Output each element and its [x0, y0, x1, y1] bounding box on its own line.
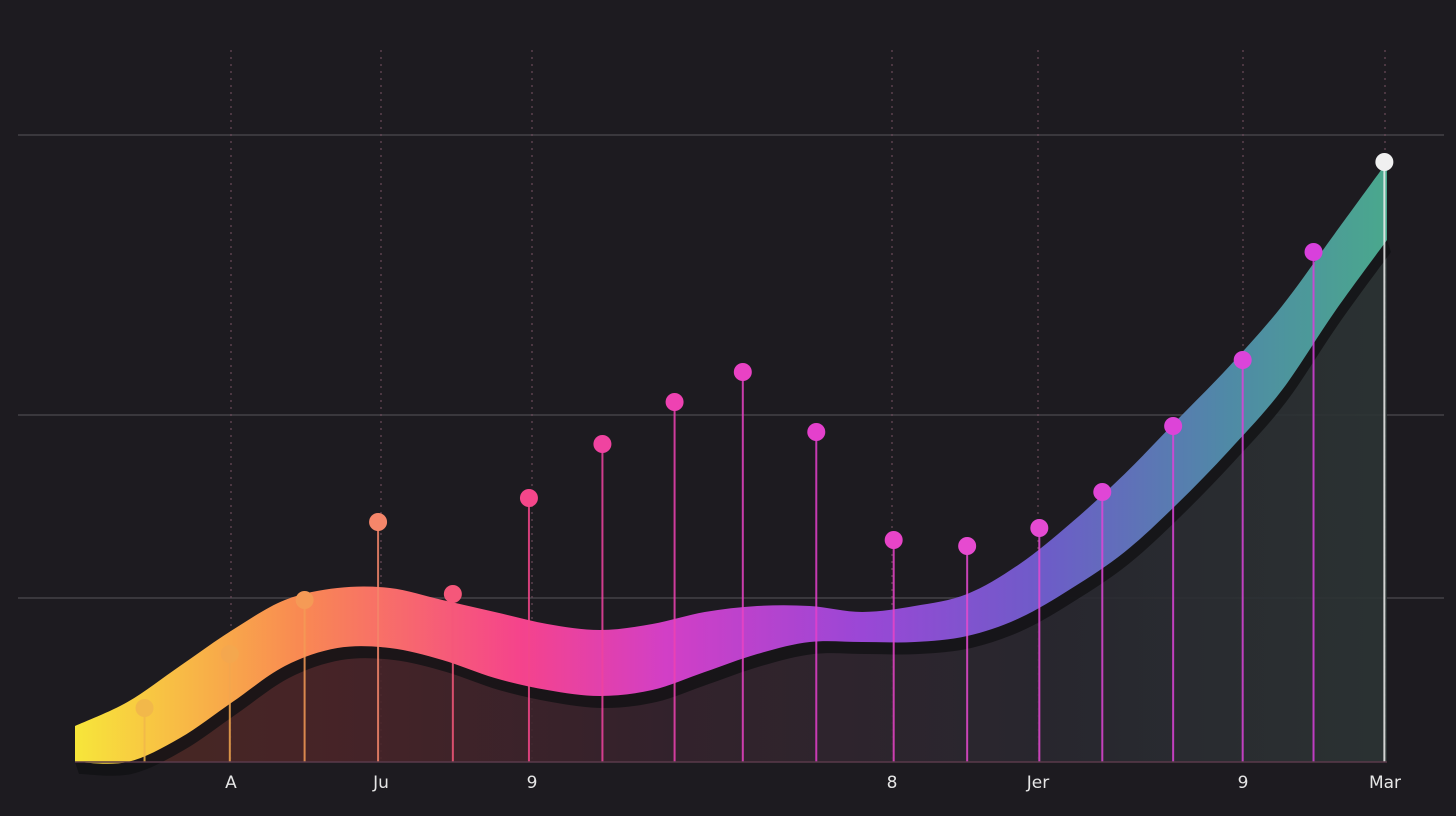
- stem-point: [733, 363, 752, 381]
- stem-point: [1030, 519, 1049, 537]
- stem-point: [884, 531, 903, 549]
- area-fill: [75, 240, 1387, 764]
- band-shadow: [75, 240, 1391, 776]
- x-tick-label: A: [225, 773, 237, 793]
- stem-point: [807, 423, 826, 441]
- x-tick-label: Ju: [372, 773, 389, 793]
- stem-point: [1164, 417, 1183, 435]
- stem-point: [958, 537, 977, 555]
- stem-point: [593, 435, 612, 453]
- stem-point: [1375, 153, 1394, 171]
- x-axis-ticks: A Ju 9 8 Jer 9 Mar: [225, 773, 1401, 793]
- stems: [135, 153, 1394, 762]
- stem-point: [295, 591, 314, 609]
- stem-point: [443, 585, 462, 603]
- x-tick-label: 8: [887, 773, 898, 793]
- stem-point: [519, 489, 538, 507]
- stem-point: [135, 699, 154, 717]
- stem-point: [220, 645, 239, 663]
- trend-band: [75, 162, 1387, 764]
- stem-point: [1233, 351, 1252, 369]
- x-tick-label: Mar: [1369, 773, 1401, 793]
- stem-point: [1304, 243, 1323, 261]
- stem-point: [665, 393, 684, 411]
- x-tick-label: Jer: [1026, 773, 1049, 793]
- stem-point: [369, 513, 388, 531]
- x-tick-label: 9: [527, 773, 538, 793]
- x-tick-label: 9: [1238, 773, 1249, 793]
- stem-point: [1093, 483, 1112, 501]
